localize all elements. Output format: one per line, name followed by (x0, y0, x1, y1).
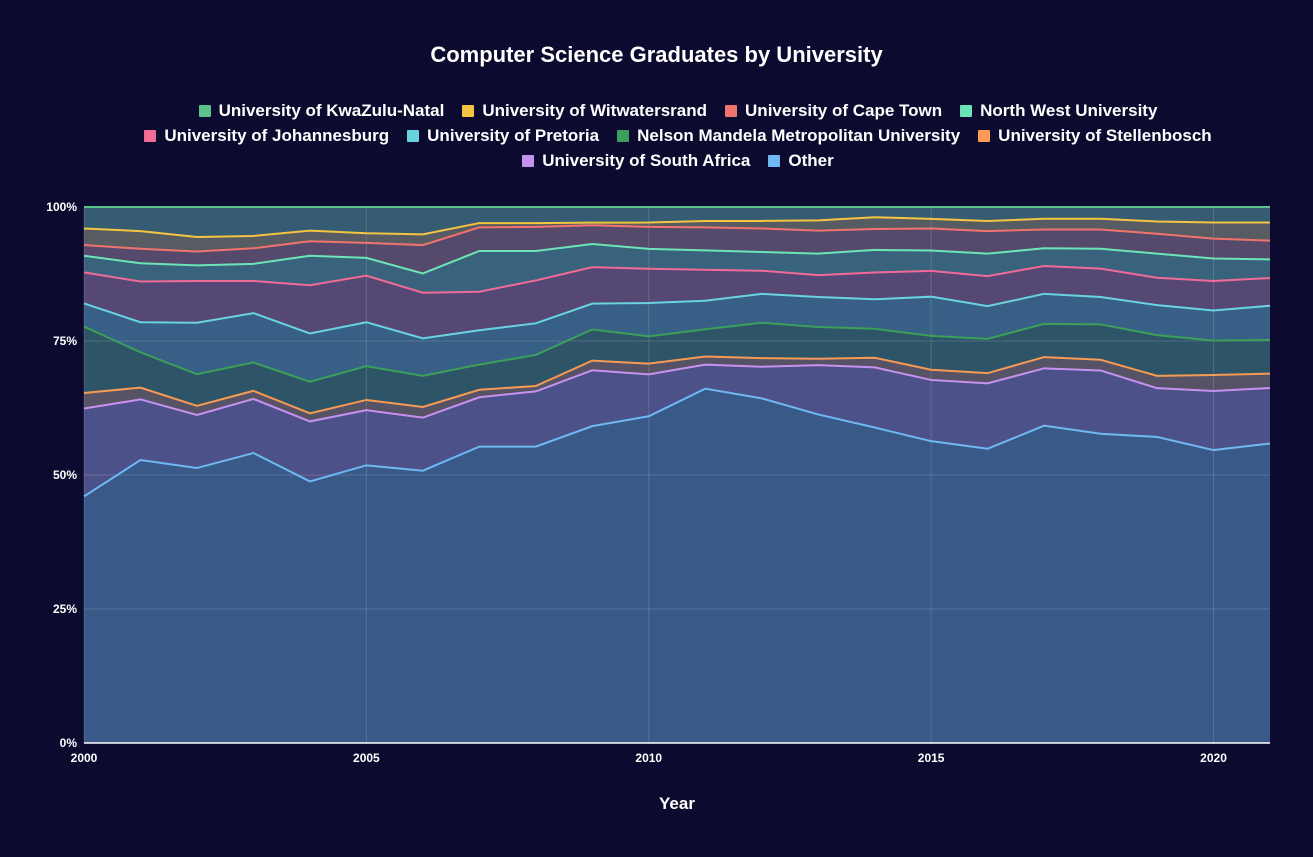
line-university-of-witwatersrand (83, 216, 1271, 239)
legend-swatch (462, 104, 475, 117)
legend-label: University of South Africa (542, 150, 751, 170)
legend-item[interactable]: Other (768, 150, 834, 171)
x-tick-label: 2020 (1200, 751, 1227, 765)
legend-swatch (407, 129, 420, 142)
line-university-of-stellenbosch (83, 355, 1271, 415)
area-other[interactable] (84, 388, 1270, 743)
legend-swatch (768, 154, 781, 167)
line-university-of-cape-town (83, 224, 1271, 253)
legend-swatch (960, 104, 973, 117)
area-nelson-mandela-metropolitan-university[interactable] (84, 322, 1270, 414)
area-university-of-kwazulu-natal[interactable] (84, 207, 1270, 238)
legend-item[interactable]: University of KwaZulu-Natal (198, 100, 445, 121)
legend-swatch (617, 129, 630, 142)
legend-swatch (725, 104, 738, 117)
legend: University of KwaZulu-Natal University of… (60, 98, 1296, 173)
y-tick-label: 25% (53, 602, 77, 616)
area-university-of-johannesburg[interactable] (84, 265, 1270, 339)
legend-label: Nelson Mandela Metropolitan University (637, 125, 961, 145)
legend-label: University of Cape Town (745, 100, 943, 120)
y-tick-label: 50% (53, 468, 77, 482)
x-tick-label: 2000 (71, 751, 98, 765)
legend-item[interactable]: University of Pretoria (407, 126, 599, 146)
legend-label: University of Witwatersrand (482, 100, 708, 120)
y-tick-label: 75% (53, 334, 77, 348)
legend-label: University of Johannesburg (164, 125, 390, 145)
legend-row: University of Johannesburg University of … (60, 123, 1296, 148)
area-university-of-pretoria[interactable] (84, 293, 1270, 382)
line-north-west-university (83, 243, 1271, 275)
legend-item[interactable]: University of Stellenbosch (978, 126, 1212, 146)
y-tick-label: 100% (46, 200, 77, 214)
legend-label: North West University (980, 100, 1158, 120)
line-university-of-south-africa (83, 363, 1271, 423)
legend-item[interactable]: University of Witwatersrand (462, 101, 707, 121)
line-university-of-johannesburg (83, 264, 1271, 294)
legend-label: University of Pretoria (427, 125, 600, 145)
legend-label: Other (788, 150, 834, 170)
legend-swatch (978, 129, 991, 142)
legend-item[interactable]: North West University (960, 101, 1157, 121)
legend-swatch (144, 129, 157, 142)
x-tick-label: 2015 (918, 751, 945, 765)
legend-item[interactable]: Nelson Mandela Metropolitan University (617, 126, 960, 146)
x-tick-label: 2005 (353, 751, 380, 765)
legend-label: University of Stellenbosch (998, 125, 1212, 145)
legend-row: University of South Africa Other (60, 148, 1296, 173)
legend-label: University of KwaZulu-Natal (218, 100, 445, 120)
chart-title: Computer Science Graduates by University (430, 42, 883, 67)
area-university-of-south-africa[interactable] (84, 364, 1270, 497)
x-axis-title: Year (659, 794, 695, 813)
legend-item[interactable]: University of Johannesburg (144, 126, 389, 146)
legend-item[interactable]: University of South Africa (522, 151, 750, 171)
line-nelson-mandela-metropolitan-university (83, 321, 1271, 383)
legend-swatch (198, 104, 211, 117)
y-tick-label: 0% (60, 736, 78, 750)
x-tick-label: 2010 (635, 751, 662, 765)
line-other (83, 387, 1271, 498)
line-university-of-pretoria (83, 292, 1271, 340)
legend-swatch (522, 154, 535, 167)
legend-item[interactable]: University of Cape Town (725, 101, 942, 121)
legend-row: University of KwaZulu-Natal University of… (60, 98, 1296, 123)
